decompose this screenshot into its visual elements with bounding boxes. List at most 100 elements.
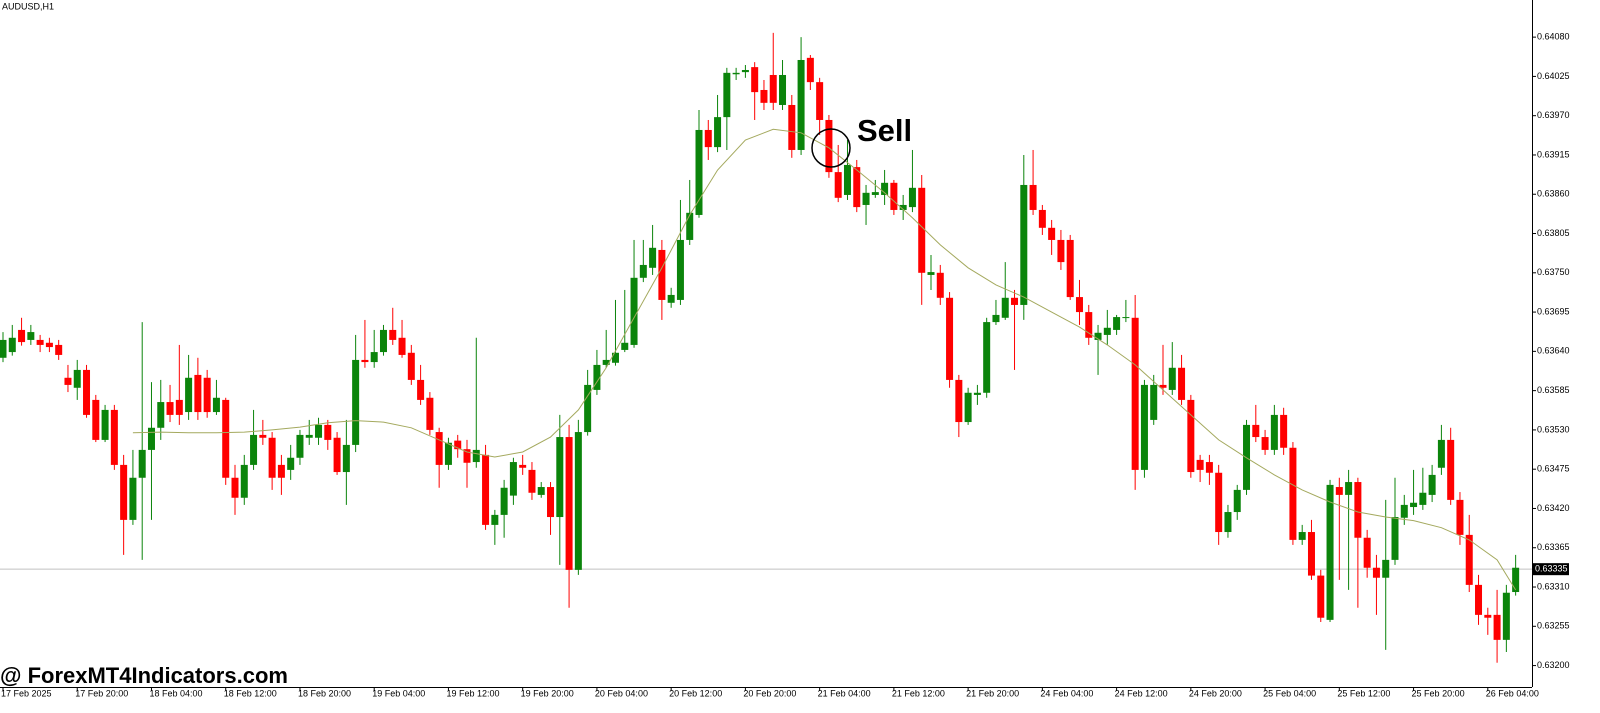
candle-body (918, 187, 926, 273)
candle-body (946, 297, 954, 380)
candle-body (1159, 384, 1167, 388)
candle-body (1372, 567, 1380, 578)
candle-body (639, 264, 647, 278)
y-tick-label: 0.63200 (1537, 660, 1570, 670)
candle-body (1196, 459, 1204, 470)
candle-body (806, 57, 814, 83)
x-tick-label: 18 Feb 04:00 (149, 688, 202, 698)
x-tick-label: 24 Feb 04:00 (1040, 688, 1093, 698)
candle-body (1085, 312, 1093, 338)
candle-body (1094, 332, 1102, 340)
candle-body (1437, 439, 1445, 468)
candle-body (277, 464, 285, 478)
x-tick-label: 20 Feb 12:00 (669, 688, 722, 698)
watermark: @ ForexMT4Indicators.com (0, 663, 288, 688)
candle-body (36, 339, 44, 345)
x-tick-label: 24 Feb 20:00 (1189, 688, 1242, 698)
candle-body (1456, 499, 1464, 535)
candle-body (1113, 317, 1121, 330)
candle-body (240, 464, 248, 498)
y-tick-label: 0.64080 (1537, 32, 1570, 42)
candle-body (853, 167, 861, 208)
x-tick-label: 18 Feb 20:00 (298, 688, 351, 698)
candle-body (1410, 502, 1418, 508)
candle-body (212, 397, 220, 413)
candle-body (723, 72, 731, 118)
candle-body (843, 164, 851, 195)
candle-body (983, 322, 991, 393)
candle-body (1057, 239, 1065, 263)
candle-body (936, 272, 944, 298)
y-tick-label: 0.63915 (1537, 149, 1570, 159)
candle-body (1326, 484, 1334, 620)
candle-body (472, 449, 480, 463)
y-tick-label: 0.63695 (1537, 306, 1570, 316)
candle-body (1066, 239, 1074, 298)
candle-body (138, 449, 146, 478)
candle-body (649, 247, 657, 268)
candle-body (231, 477, 239, 498)
x-tick-label: 20 Feb 20:00 (743, 688, 796, 698)
x-tick-label: 21 Feb 12:00 (892, 688, 945, 698)
moving-average (132, 128, 1517, 591)
candle-body (797, 59, 805, 150)
candle-body (890, 182, 898, 210)
candle-body (1001, 297, 1009, 318)
x-tick-label: 26 Feb 04:00 (1486, 688, 1539, 698)
candle-body (185, 377, 193, 413)
candle-body (676, 239, 684, 300)
candle-body (482, 454, 490, 525)
candle-body (194, 374, 202, 413)
candle-body (454, 440, 462, 450)
candle-body (407, 352, 415, 380)
candle-body (73, 369, 81, 388)
candle-body (120, 464, 128, 520)
candle-body (834, 172, 842, 198)
candle-body (1465, 534, 1473, 585)
candle-body (305, 434, 313, 438)
candle-body (537, 487, 545, 495)
y-tick-label: 0.63860 (1537, 189, 1570, 199)
candle-body (658, 249, 666, 300)
candle-body (1354, 482, 1362, 538)
candle-body (1447, 439, 1455, 500)
candle-body (55, 344, 63, 355)
candle-body (110, 409, 118, 465)
candle-body (1029, 184, 1037, 210)
candle-body (741, 69, 749, 73)
x-tick-label: 21 Feb 20:00 (966, 688, 1019, 698)
candle-body (593, 364, 601, 390)
candle-body (1252, 424, 1260, 438)
x-tick-label: 19 Feb 12:00 (446, 688, 499, 698)
candle-body (203, 377, 211, 413)
candle-body (315, 424, 323, 438)
candle-body (509, 462, 517, 496)
candle-body (1345, 482, 1353, 495)
candle-body (927, 272, 935, 275)
candle-body (751, 67, 759, 93)
candle-body (370, 352, 378, 363)
candle-body (1205, 462, 1213, 473)
candle-body (1512, 567, 1520, 593)
candle-body (175, 399, 183, 415)
candle-body (973, 392, 981, 395)
candle-body (881, 182, 889, 195)
candle-body (500, 487, 508, 515)
y-tick-label: 0.63585 (1537, 385, 1570, 395)
candle-body (1168, 367, 1176, 390)
candle-body (1335, 487, 1343, 495)
candle-body (556, 437, 564, 518)
candle-body (45, 342, 53, 348)
candle-body (584, 384, 592, 433)
candle-body (871, 192, 879, 195)
candle-body (779, 74, 787, 105)
y-tick-label: 0.63310 (1537, 581, 1570, 591)
candle-body (491, 514, 499, 525)
candle-body (899, 204, 907, 210)
candle-body (463, 449, 471, 463)
candle-body (769, 74, 777, 103)
x-tick-label: 19 Feb 20:00 (521, 688, 574, 698)
x-tick-label: 18 Feb 12:00 (224, 688, 277, 698)
candle-body (222, 399, 230, 478)
